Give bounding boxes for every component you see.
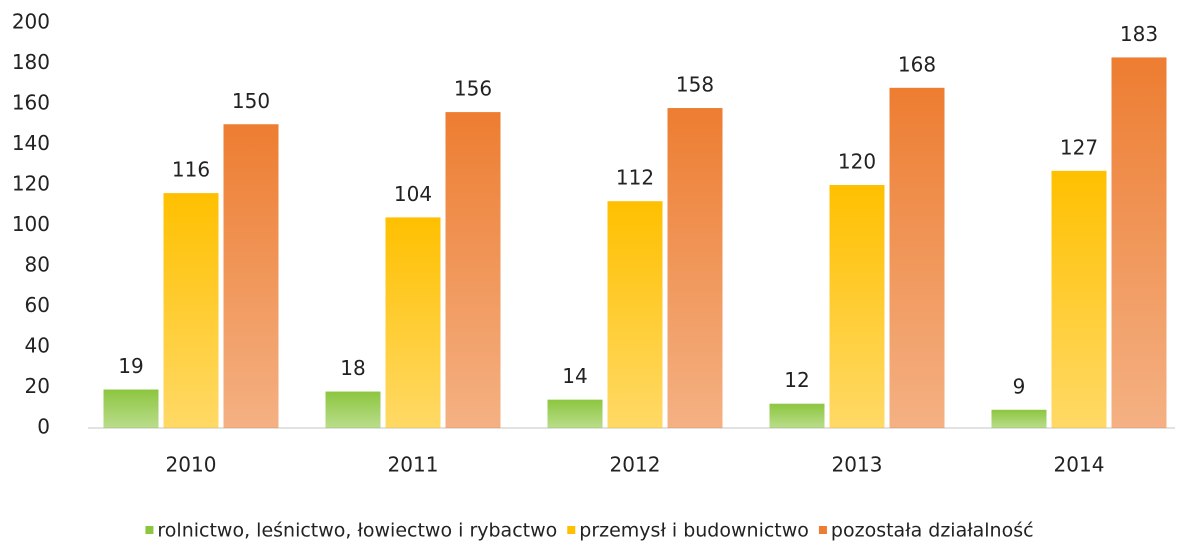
bar [547,399,603,428]
bar [445,112,501,428]
bar [223,124,279,428]
x-tick-label: 2013 [832,453,883,477]
legend-label: rolnictwo, leśnictwo, łowiectwo i rybact… [157,520,557,542]
x-tick-label: 2014 [1054,453,1105,477]
y-tick-label: 60 [25,293,50,317]
value-label: 150 [232,89,270,113]
value-label: 168 [898,52,936,76]
bar [163,193,219,428]
value-label: 18 [340,356,365,380]
bar [667,108,723,429]
value-label: 158 [676,73,714,97]
value-label: 116 [172,158,210,182]
bar [829,185,885,428]
value-label: 120 [838,150,876,174]
y-tick-label: 120 [12,172,50,196]
y-tick-label: 180 [12,50,50,74]
y-tick-label: 40 [25,334,50,358]
y-tick-label: 0 [37,415,50,439]
y-tick-label: 140 [12,131,50,155]
value-label: 183 [1120,22,1158,46]
bar [1111,57,1167,429]
value-label: 127 [1060,135,1098,159]
value-label: 112 [616,166,654,190]
bar [325,391,381,428]
legend-swatch [145,526,154,534]
value-label: 19 [118,354,143,378]
x-tick-label: 2012 [610,453,661,477]
value-label: 12 [784,368,809,392]
value-label: 156 [454,77,492,101]
y-tick-label: 160 [12,91,50,115]
bar [889,87,945,429]
x-tick-label: 2010 [166,453,217,477]
legend-swatch [818,526,827,534]
y-tick-label: 100 [12,212,50,236]
bar [991,409,1047,428]
bar [103,389,159,428]
value-label: 14 [562,364,587,388]
legend-label: pozostała działalność [831,520,1034,542]
y-tick-label: 20 [25,374,50,398]
legend-label: przemysł i budownictwo [579,520,809,542]
bar [769,403,825,428]
x-tick-label: 2011 [388,453,439,477]
value-label: 9 [1013,374,1026,398]
legend-swatch [567,526,576,534]
bar [607,201,663,428]
value-label: 104 [394,182,432,206]
y-tick-label: 200 [12,10,50,34]
bar [385,217,441,428]
bar [1051,170,1107,428]
y-tick-label: 80 [25,253,50,277]
